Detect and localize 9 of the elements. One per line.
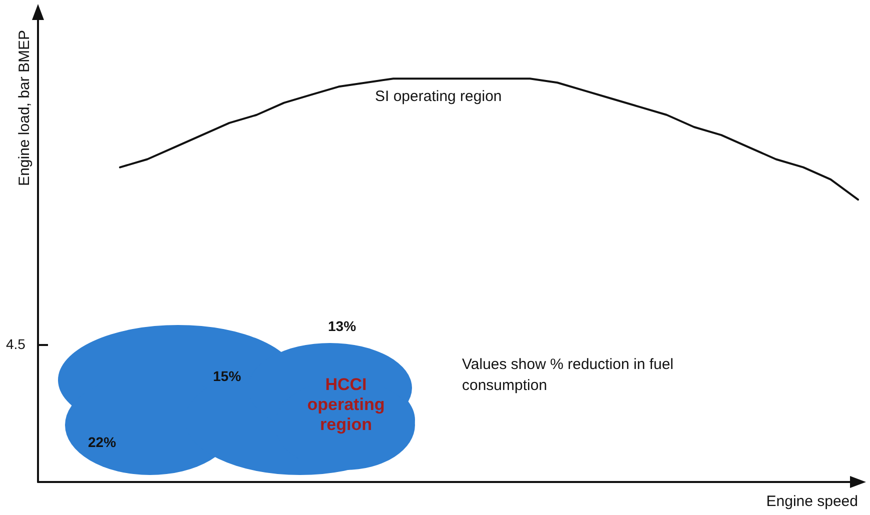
annotation: 13% [328,318,356,334]
annotation: 22% [88,434,116,450]
annotation: 15% [213,368,242,384]
x-axis-title: Engine speed [766,493,858,510]
text: 4.5 [6,336,26,352]
annotation: Values show % reduction in fuel consumption [462,355,675,396]
annotation: HCCI operating region [306,375,386,435]
annotation: SI operating region [375,88,502,105]
y-axis-title: Engine load, bar BMEP [16,30,33,186]
